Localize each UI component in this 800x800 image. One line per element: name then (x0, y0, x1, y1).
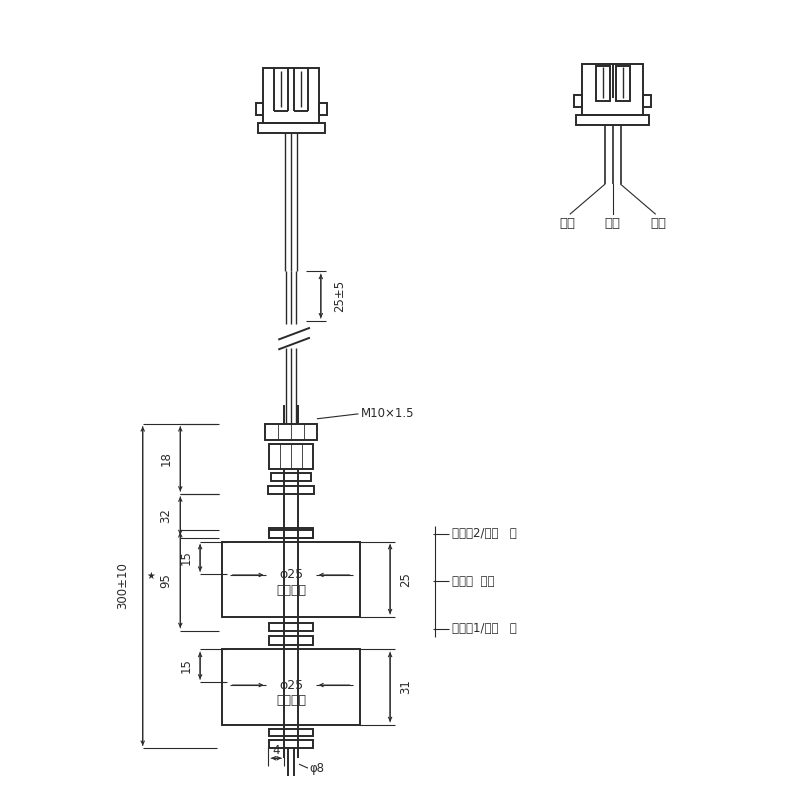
Text: 25±5: 25±5 (333, 280, 346, 312)
Text: 25: 25 (399, 572, 412, 586)
Bar (574, 95, 582, 107)
Text: 15: 15 (179, 658, 192, 673)
Bar (222, 542, 361, 617)
Text: 公共线  黑色: 公共线 黑色 (453, 574, 495, 587)
Text: 15: 15 (179, 550, 192, 566)
Text: 白线: 白线 (559, 218, 575, 230)
Text: 黑线: 黑线 (605, 218, 621, 230)
Bar (270, 530, 313, 538)
Bar (270, 729, 313, 737)
Bar (222, 650, 361, 725)
Text: 发泡浮球: 发泡浮球 (276, 584, 306, 598)
Text: 18: 18 (159, 451, 172, 466)
Bar (596, 66, 610, 101)
Bar (271, 474, 311, 481)
Bar (268, 486, 314, 494)
Text: 红线: 红线 (650, 218, 666, 230)
Bar (270, 443, 313, 470)
Bar (270, 635, 313, 646)
Bar (270, 741, 313, 748)
Bar (319, 103, 326, 115)
Bar (258, 123, 325, 133)
Text: 4: 4 (273, 744, 280, 757)
Text: 31: 31 (399, 679, 412, 694)
Bar (266, 424, 317, 439)
Bar (263, 69, 319, 123)
Bar (582, 63, 643, 115)
Text: M10×1.5: M10×1.5 (361, 407, 414, 420)
Bar (270, 622, 313, 630)
Text: 水位点1/上通   白: 水位点1/上通 白 (453, 622, 517, 635)
Text: 发泡浮球: 发泡浮球 (276, 694, 306, 707)
Bar (576, 115, 650, 125)
Text: ★: ★ (146, 571, 155, 581)
Text: 32: 32 (159, 508, 172, 523)
Bar (616, 66, 630, 101)
Bar (270, 528, 313, 538)
Text: 95: 95 (159, 573, 172, 587)
Bar (643, 95, 651, 107)
Text: 水位点2/上通   红: 水位点2/上通 红 (453, 527, 517, 540)
Text: φ8: φ8 (309, 762, 324, 774)
Bar (255, 103, 263, 115)
Text: φ25: φ25 (279, 678, 303, 691)
Text: 300±10: 300±10 (116, 562, 129, 610)
Text: φ25: φ25 (279, 569, 303, 582)
